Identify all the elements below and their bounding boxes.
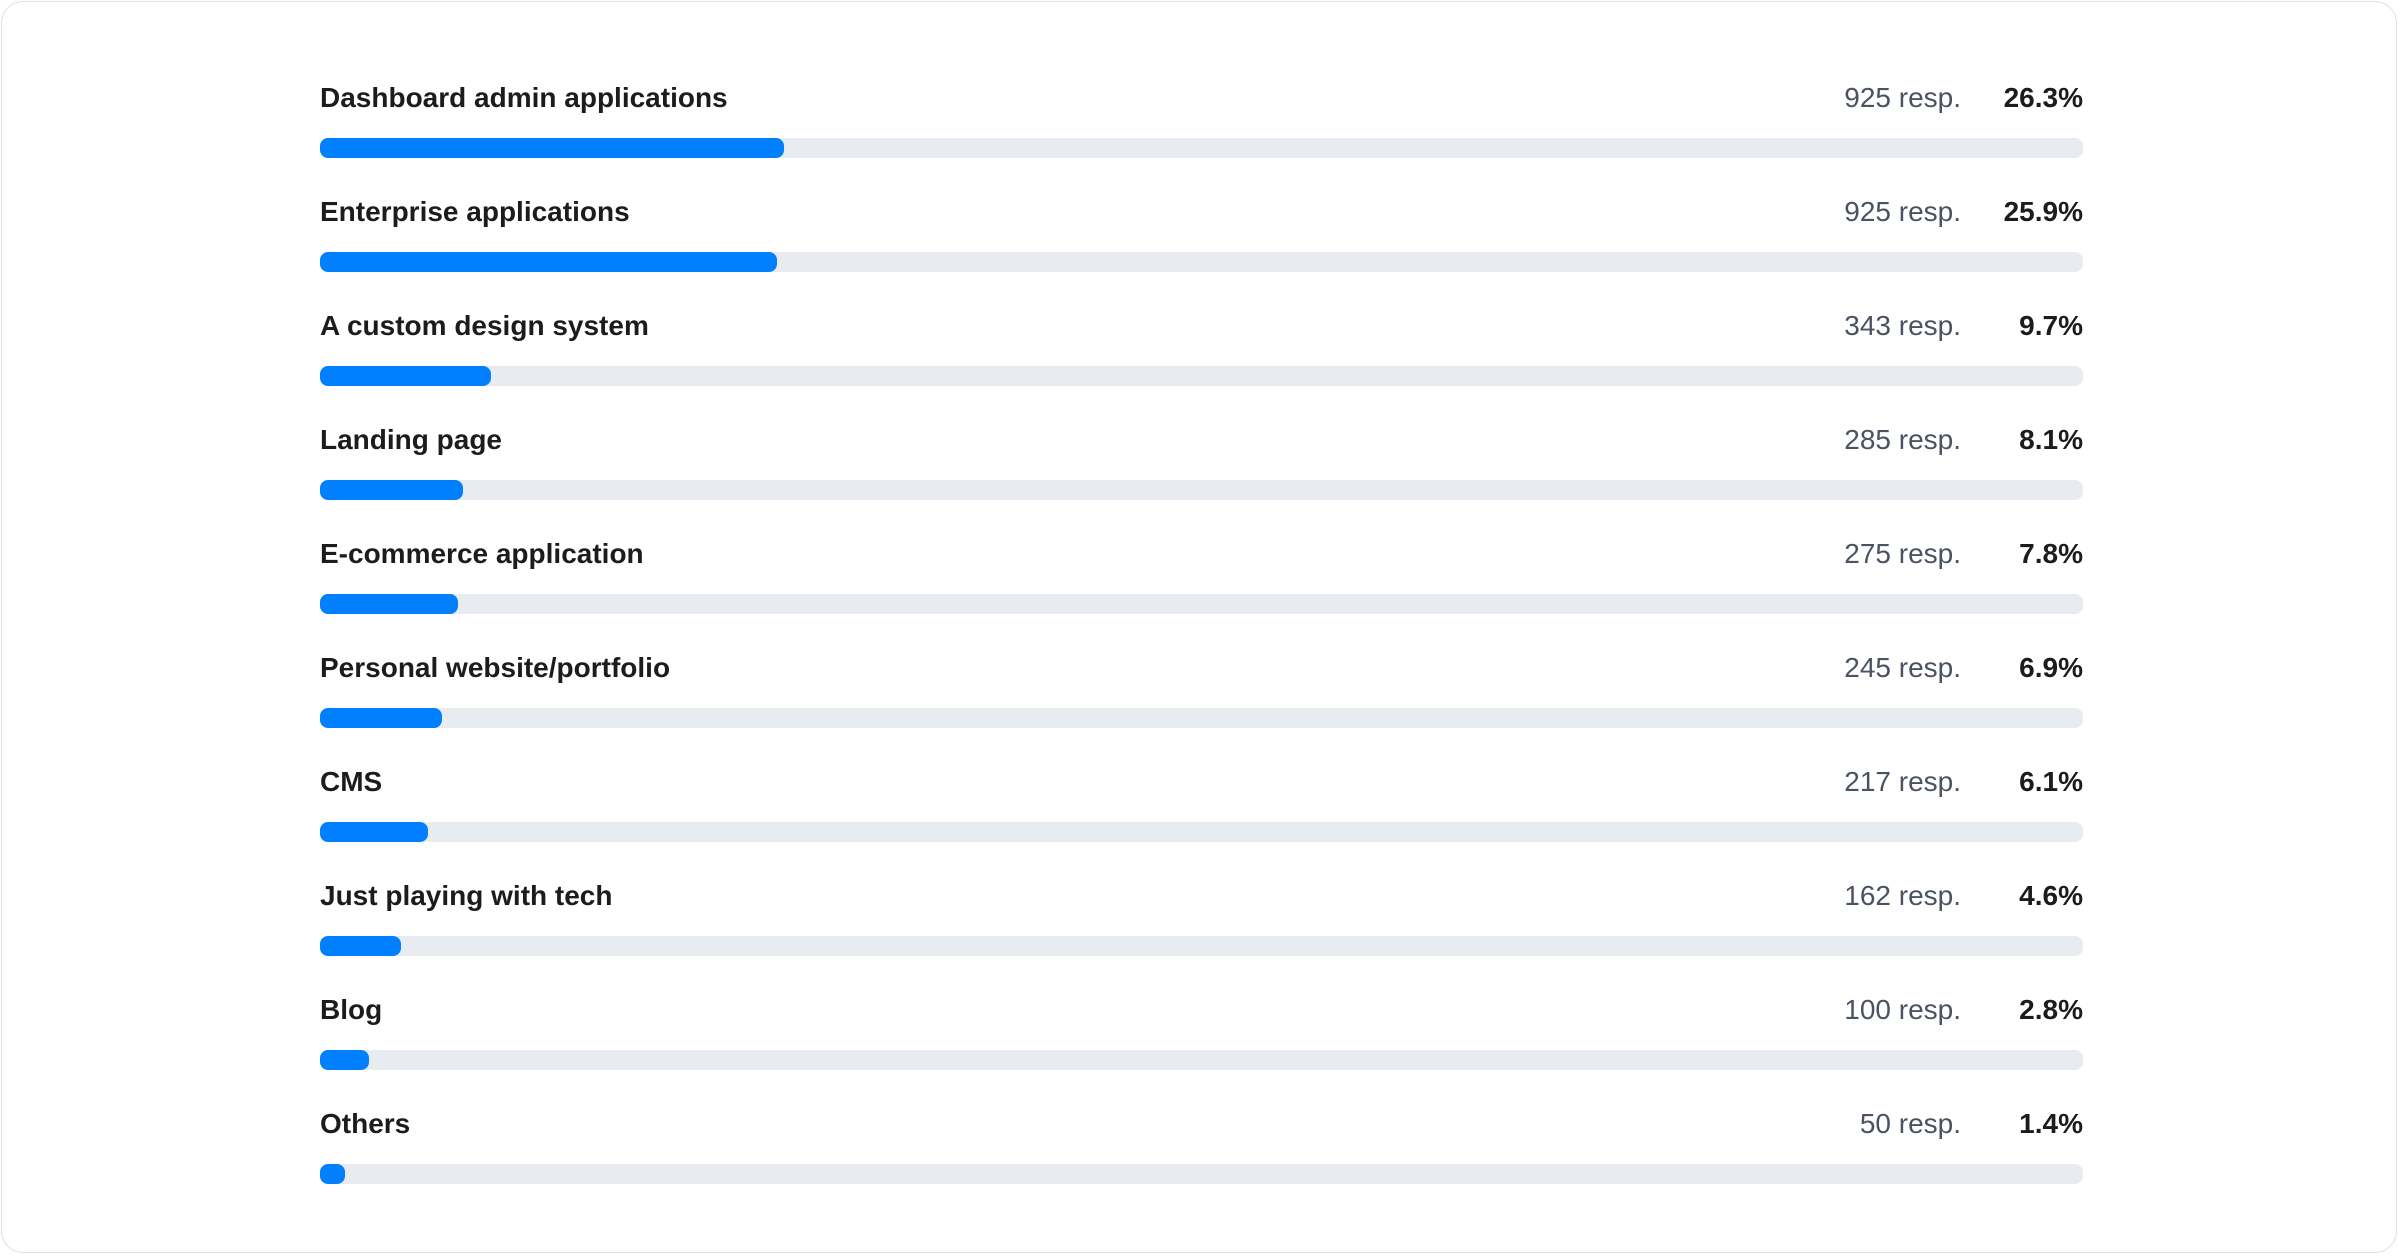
bar-fill — [320, 138, 784, 158]
response-count: 285 resp. — [1844, 424, 1961, 455]
percent-label: 7.8% — [2019, 538, 2083, 569]
category-label: A custom design system — [320, 310, 649, 341]
percent-label: 9.7% — [2019, 310, 2083, 341]
response-count: 50 resp. — [1859, 1108, 1961, 1139]
bar-row: Personal website/portfolio 245 resp. 6.9% — [320, 651, 2083, 765]
bar-track — [320, 480, 2083, 500]
bar-row: CMS 217 resp. 6.1% — [320, 765, 2083, 879]
percent-label: 6.1% — [2019, 766, 2083, 797]
bar-fill — [320, 366, 491, 386]
bar-fill — [320, 822, 428, 842]
bar-track — [320, 252, 2083, 272]
percent-label: 26.3% — [2003, 82, 2083, 113]
percent-label: 4.6% — [2019, 880, 2083, 911]
bar-track — [320, 1050, 2083, 1070]
category-label: Personal website/portfolio — [320, 652, 671, 683]
response-count: 925 resp. — [1844, 82, 1961, 113]
bar-row: Just playing with tech 162 resp. 4.6% — [320, 879, 2083, 993]
response-count: 275 resp. — [1844, 538, 1961, 569]
response-count: 217 resp. — [1844, 766, 1961, 797]
category-label: Dashboard admin applications — [320, 82, 728, 113]
bar-fill — [320, 708, 442, 728]
bar-track — [320, 138, 2083, 158]
category-label: E-commerce application — [320, 538, 644, 569]
bar-fill — [320, 936, 402, 956]
bar-row: Enterprise applications 925 resp. 25.9% — [320, 195, 2083, 309]
bar-row: Blog 100 resp. 2.8% — [320, 993, 2083, 1107]
bar-row: Others 50 resp. 1.4% — [320, 1107, 2083, 1221]
bar-track — [320, 1164, 2083, 1184]
category-label: Enterprise applications — [320, 196, 630, 227]
bar-row: Landing page 285 resp. 8.1% — [320, 423, 2083, 537]
response-count: 245 resp. — [1844, 652, 1961, 683]
bar-fill — [320, 480, 463, 500]
bar-row: Dashboard admin applications 925 resp. 26.… — [320, 81, 2083, 195]
category-label: Blog — [320, 994, 383, 1025]
bar-fill — [320, 594, 458, 614]
response-count: 100 resp. — [1844, 994, 1961, 1025]
percent-label: 8.1% — [2019, 424, 2083, 455]
bar-track — [320, 936, 2083, 956]
response-count: 162 resp. — [1844, 880, 1961, 911]
bar-fill — [320, 1050, 370, 1070]
bar-row: E-commerce application 275 resp. 7.8% — [320, 537, 2083, 651]
bar-track — [320, 366, 2083, 386]
bar-fill — [320, 1164, 345, 1184]
bar-track — [320, 822, 2083, 842]
bar-track — [320, 594, 2083, 614]
percent-label: 25.9% — [2003, 196, 2083, 227]
category-label: Just playing with tech — [320, 880, 613, 911]
category-label: Landing page — [320, 424, 502, 455]
category-label: CMS — [320, 766, 383, 797]
bar-fill — [320, 252, 777, 272]
percent-label: 6.9% — [2019, 652, 2083, 683]
bar-list: Dashboard admin applications 925 resp. 26.… — [320, 81, 2083, 1221]
response-count: 925 resp. — [1844, 196, 1961, 227]
percent-label: 2.8% — [2019, 994, 2083, 1025]
percent-label: 1.4% — [2019, 1108, 2083, 1139]
bar-track — [320, 708, 2083, 728]
category-label: Others — [320, 1108, 411, 1139]
response-count: 343 resp. — [1844, 310, 1961, 341]
bar-row: A custom design system 343 resp. 9.7% — [320, 309, 2083, 423]
